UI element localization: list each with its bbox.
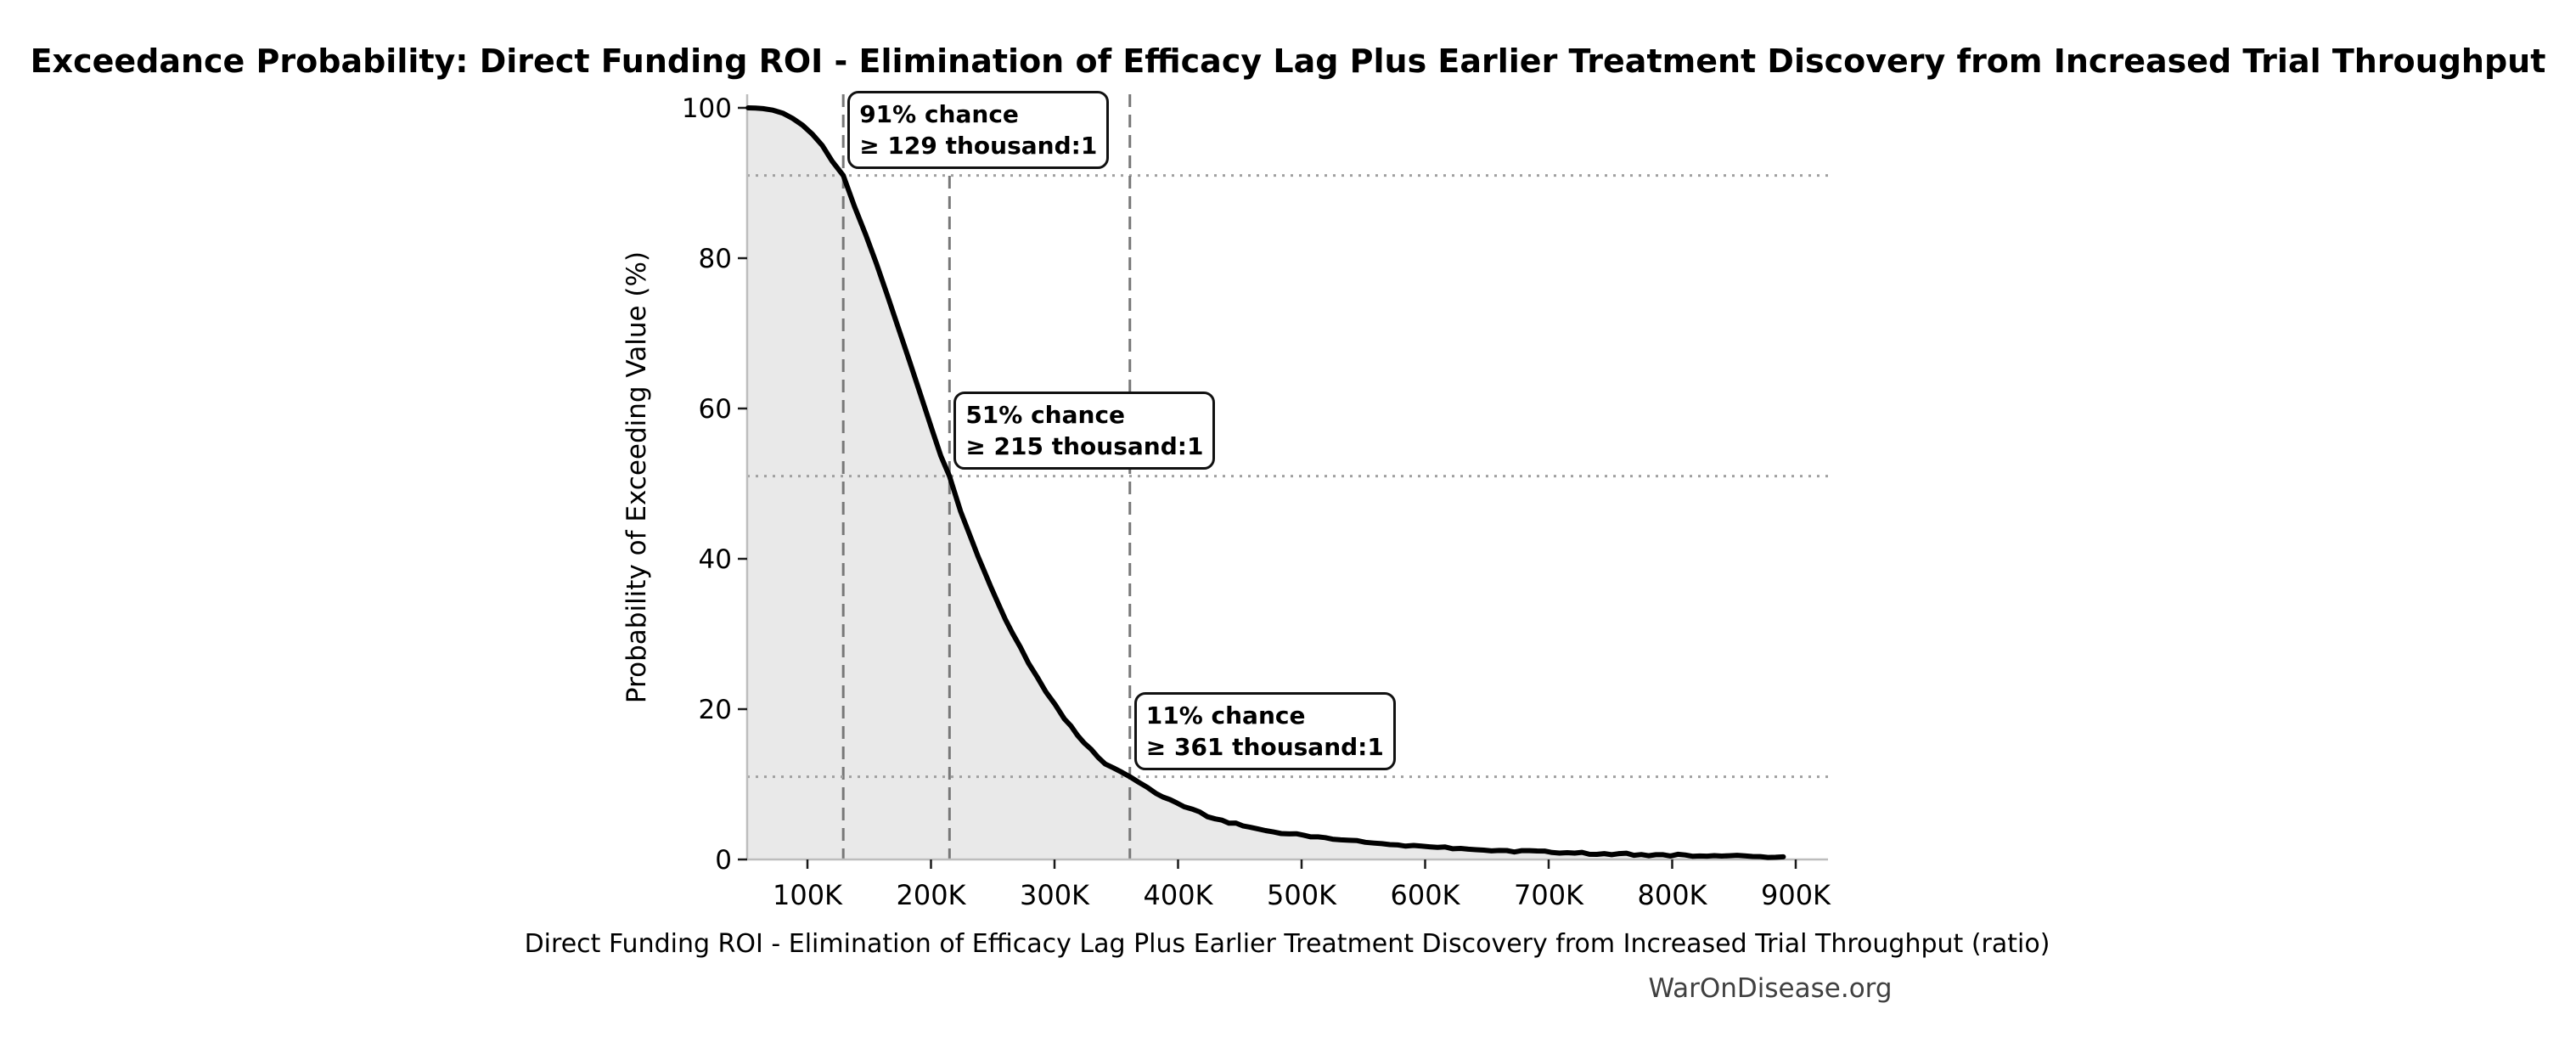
annotation-threshold-text: ≥ 215 thousand:1 bbox=[965, 431, 1204, 460]
x-tick-label: 800K bbox=[1637, 879, 1707, 911]
y-axis-label: Probability of Exceeding Value (%) bbox=[622, 251, 652, 704]
y-tick-label: 60 bbox=[699, 394, 732, 425]
annotation-threshold-text: ≥ 129 thousand:1 bbox=[859, 131, 1098, 160]
y-tick-label: 80 bbox=[699, 244, 732, 274]
x-tick-label: 400K bbox=[1143, 879, 1213, 911]
annotation-chance-text: 11% chance bbox=[1145, 701, 1306, 730]
x-axis-label: Direct Funding ROI - Elimination of Effi… bbox=[524, 929, 2050, 959]
y-tick-label: 0 bbox=[715, 845, 732, 876]
y-tick-label: 40 bbox=[699, 544, 732, 575]
annotation-chance-text: 91% chance bbox=[859, 99, 1019, 128]
exceedance-curve bbox=[745, 105, 1786, 860]
watermark-text: WarOnDisease.org bbox=[1648, 973, 1893, 1004]
annotation-box-11pct: 11% chance ≥ 361 thousand:1 bbox=[1133, 691, 1396, 770]
x-tick-label: 600K bbox=[1390, 879, 1460, 911]
annotation-chance-text: 51% chance bbox=[965, 400, 1126, 429]
annotation-threshold-text: ≥ 361 thousand:1 bbox=[1145, 732, 1384, 761]
x-tick-label: 900K bbox=[1761, 879, 1831, 911]
x-tick-label: 700K bbox=[1514, 879, 1584, 911]
annotation-box-91pct: 91% chance ≥ 129 thousand:1 bbox=[847, 90, 1110, 169]
x-tick-label: 300K bbox=[1020, 879, 1090, 911]
annotation-box-51pct: 51% chance ≥ 215 thousand:1 bbox=[953, 391, 1216, 470]
x-tick-label: 100K bbox=[773, 879, 843, 911]
y-tick-label: 20 bbox=[699, 695, 732, 725]
area-fill bbox=[748, 108, 1784, 859]
x-tick-label: 200K bbox=[896, 879, 966, 911]
y-tick-label: 100 bbox=[682, 93, 732, 124]
x-tick-label: 500K bbox=[1267, 879, 1337, 911]
chart-title: Exceedance Probability: Direct Funding R… bbox=[30, 42, 2546, 80]
